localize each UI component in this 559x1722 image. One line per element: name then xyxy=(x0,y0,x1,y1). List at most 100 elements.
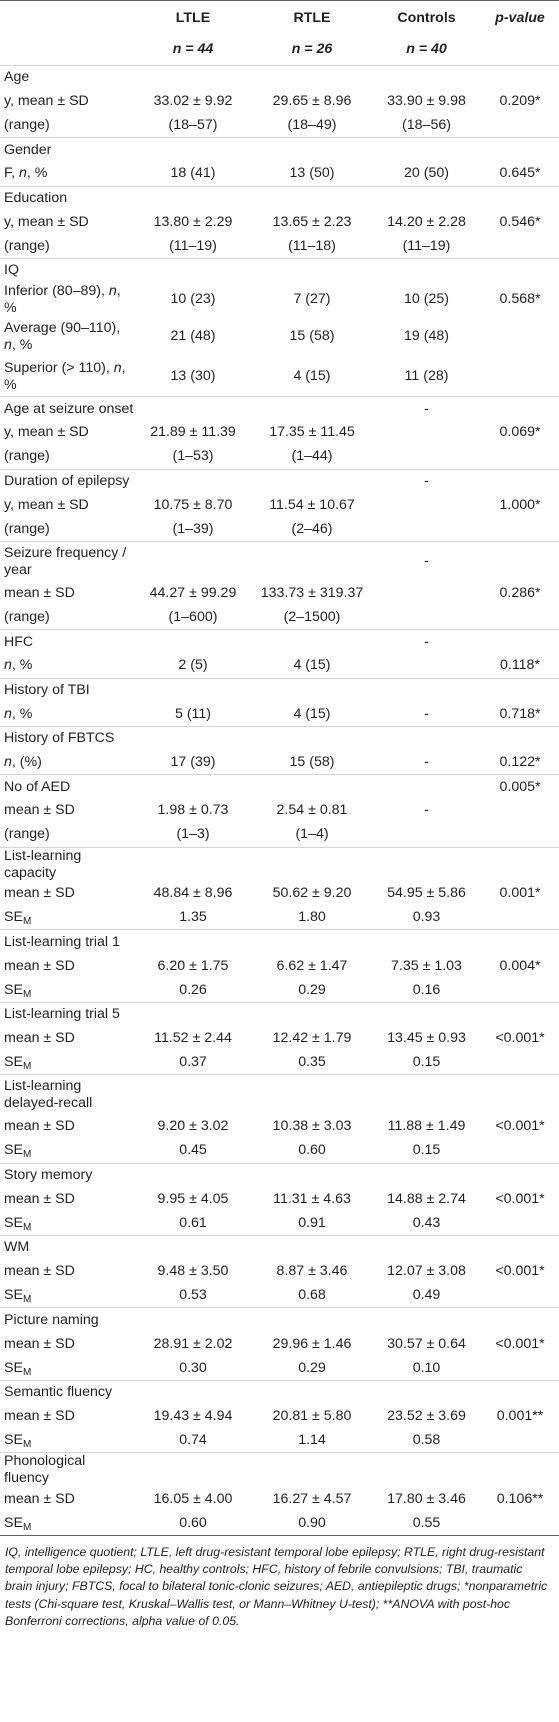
cell-ltle: 18 (41) xyxy=(170,165,216,182)
cell-rtle: 7 (27) xyxy=(293,291,331,308)
section-row: List-learning delayed-recall xyxy=(0,1074,559,1115)
cell-ltle: 21 (48) xyxy=(170,328,216,345)
table-row: SEM 0.37 0.35 0.15 xyxy=(0,1051,559,1075)
row-label: WM xyxy=(0,1234,134,1260)
cell-controls: 17.80 ± 3.46 xyxy=(387,1490,466,1507)
table-footnote: IQ, intelligence quotient; LTLE, left dr… xyxy=(5,1545,548,1628)
sem-subscript: M xyxy=(22,1149,32,1161)
row-label: n, (%) xyxy=(4,753,42,770)
cell-ltle xyxy=(134,541,252,582)
table-row: F, n, % 18 (41) 13 (50) 20 (50) 0.645* xyxy=(0,162,559,186)
cell-p-value: 0.568* xyxy=(499,291,541,308)
cell-ltle xyxy=(134,774,252,799)
cell-p-value xyxy=(481,823,559,847)
section-row: Seizure frequency / year - xyxy=(0,541,559,582)
cell-p-value: 0.069* xyxy=(499,424,541,441)
cell-controls xyxy=(372,606,481,630)
cell-p-value xyxy=(481,396,559,421)
cell-ltle: 5 (11) xyxy=(174,705,211,722)
cell-rtle xyxy=(252,1234,372,1260)
cell-p-value xyxy=(481,606,559,630)
row-label: (range) xyxy=(4,117,50,134)
cell-p-value xyxy=(481,445,559,469)
cell-p-value xyxy=(481,1356,559,1380)
cell-p-value xyxy=(481,1452,559,1488)
cell-p-value: 0.286* xyxy=(499,585,541,602)
row-label: Average (90–110), n, % xyxy=(4,319,121,353)
cell-ltle xyxy=(134,258,252,283)
cell-p-value: 1.000* xyxy=(499,496,541,513)
cell-controls: 0.15 xyxy=(412,1142,441,1159)
table-row: mean ± SD 9.20 ± 3.02 10.38 ± 3.03 11.88 ± … xyxy=(0,1115,559,1139)
cell-ltle: 0.61 xyxy=(179,1214,207,1231)
cell-ltle: 33.02 ± 9.92 xyxy=(153,93,233,110)
cell-controls: (11–19) xyxy=(402,237,451,254)
cell-rtle xyxy=(252,929,372,955)
cell-ltle: 0.74 xyxy=(179,1431,207,1448)
section-row: Phonological fluency xyxy=(0,1452,559,1488)
cell-ltle: 13 (30) xyxy=(170,368,216,385)
row-label: (range) xyxy=(4,237,50,254)
cell-rtle xyxy=(252,846,372,882)
cell-controls: 0.93 xyxy=(412,909,441,926)
row-label: Age at seizure onset xyxy=(0,396,134,421)
cell-p-value: <0.001* xyxy=(495,1030,545,1047)
cell-ltle xyxy=(134,468,252,494)
cell-controls xyxy=(372,582,481,606)
section-row: History of TBI xyxy=(0,677,559,703)
table-row: Average (90–110), n, % 21 (48) 15 (58) 19 (… xyxy=(0,317,559,357)
cell-p-value: 0.718* xyxy=(499,705,541,722)
cell-controls: (18–56) xyxy=(402,117,451,134)
cell-ltle xyxy=(134,1074,252,1115)
cell-ltle xyxy=(134,185,252,211)
section-row: HFC - xyxy=(0,629,559,655)
cell-ltle: 0.60 xyxy=(134,1511,252,1537)
section-row: List-learning capacity xyxy=(0,846,559,882)
row-label: (range) xyxy=(4,826,50,843)
table-row: n, % 5 (11) 4 (15) - 0.718* xyxy=(0,702,559,726)
table-row: SEM 0.45 0.60 0.15 xyxy=(0,1139,559,1163)
cell-ltle: 2 (5) xyxy=(178,657,208,674)
row-label: Education xyxy=(0,185,134,211)
table-row: mean ± SD 48.84 ± 8.96 50.62 ± 9.20 54.95 ±… xyxy=(0,882,559,906)
cell-ltle xyxy=(134,396,252,421)
cell-p-value xyxy=(481,541,559,582)
row-label: Phonological fluency xyxy=(0,1452,134,1488)
cell-ltle: 48.84 ± 8.96 xyxy=(153,885,233,902)
cell-p-value xyxy=(481,185,559,211)
row-label: List-learning trial 1 xyxy=(0,929,134,955)
row-label: SEM xyxy=(4,981,32,1000)
cell-controls: - xyxy=(372,468,481,494)
cell-controls xyxy=(372,1307,481,1333)
cell-rtle: 10.38 ± 3.03 xyxy=(272,1118,352,1135)
cell-rtle xyxy=(252,64,372,90)
cell-ltle: (18–57) xyxy=(168,117,218,134)
table-row: Superior (> 110), n, % 13 (30) 4 (15) 11 (2… xyxy=(0,357,559,397)
cell-controls xyxy=(372,64,481,90)
header-n-row: n = 44 n = 26 n = 40 xyxy=(0,34,559,66)
cell-ltle: 16.05 ± 4.00 xyxy=(153,1490,233,1507)
cell-rtle xyxy=(252,137,372,163)
cell-ltle: (1–53) xyxy=(172,448,214,465)
cell-p-value xyxy=(481,677,559,703)
cell-controls xyxy=(372,1074,481,1115)
cell-p-value xyxy=(481,1001,559,1027)
cell-p-value xyxy=(481,629,559,655)
cell-rtle xyxy=(252,258,372,283)
row-label: (range) xyxy=(4,520,50,537)
cell-rtle: (1–4) xyxy=(295,826,329,843)
sem-subscript: M xyxy=(22,916,32,928)
cell-p-value xyxy=(481,906,559,930)
header-n-p xyxy=(481,34,559,66)
row-label: Gender xyxy=(0,137,134,163)
cell-ltle: 28.91 ± 2.02 xyxy=(153,1335,233,1352)
cell-rtle xyxy=(252,185,372,211)
row-label: mean ± SD xyxy=(4,957,75,974)
table-row: SEM 0.30 0.29 0.10 xyxy=(0,1356,559,1380)
cell-controls xyxy=(372,1452,481,1488)
section-row: History of FBTCS xyxy=(0,725,559,751)
cell-ltle xyxy=(134,1379,252,1405)
table-row: (range) (1–600) (2–1500) xyxy=(0,606,559,630)
cell-ltle: 0.37 xyxy=(179,1053,207,1070)
section-row: Semantic fluency xyxy=(0,1379,559,1405)
